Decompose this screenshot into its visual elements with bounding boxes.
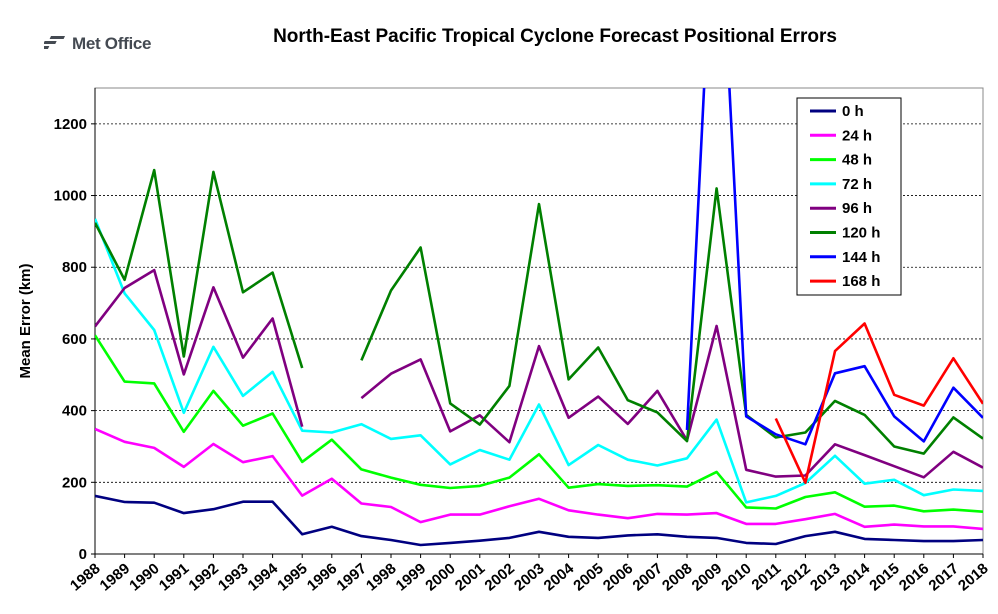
- x-tick-2016: 2016: [896, 560, 932, 594]
- x-tick-1995: 1995: [274, 560, 310, 594]
- series-line-96-h-1: [360, 324, 983, 479]
- y-tick-800: 800: [62, 259, 87, 276]
- x-tick-2000: 2000: [422, 560, 458, 594]
- x-tick-1996: 1996: [304, 560, 340, 594]
- series-line-48-h-0: [95, 334, 983, 513]
- x-tick-1992: 1992: [185, 560, 221, 594]
- legend-label-96-h: 96 h: [842, 200, 872, 217]
- series-line-0-h-0: [95, 494, 983, 547]
- x-tick-2018: 2018: [955, 560, 991, 594]
- x-tick-2008: 2008: [659, 560, 695, 594]
- series-line-168-h-0: [774, 322, 983, 485]
- x-tick-1997: 1997: [333, 560, 369, 594]
- x-tick-1998: 1998: [363, 560, 399, 594]
- y-tick-600: 600: [62, 331, 87, 348]
- x-tick-labels: 1988198919901991199219931994199519961997…: [67, 554, 992, 595]
- y-tick-1200: 1200: [54, 116, 87, 133]
- legend-box: [796, 97, 902, 296]
- x-tick-2010: 2010: [718, 560, 754, 594]
- legend-label-144-h: 144 h: [842, 249, 880, 266]
- x-tick-2003: 2003: [511, 560, 547, 594]
- x-tick-2007: 2007: [629, 560, 665, 594]
- series-line-72-h-0: [95, 218, 983, 504]
- x-tick-2015: 2015: [866, 560, 902, 594]
- legend-label-48-h: 48 h: [842, 152, 872, 169]
- x-tick-1993: 1993: [215, 560, 251, 594]
- series-line-24-h-0: [95, 427, 983, 531]
- x-tick-2017: 2017: [925, 560, 961, 594]
- x-tick-1990: 1990: [126, 560, 162, 594]
- x-tick-2009: 2009: [689, 560, 725, 594]
- x-tick-2006: 2006: [600, 560, 636, 594]
- legend-label-0-h: 0 h: [842, 103, 864, 120]
- y-tick-1000: 1000: [54, 188, 87, 205]
- chart-title: North-East Pacific Tropical Cyclone Fore…: [273, 26, 837, 47]
- series-line-144-h-0: [685, 88, 983, 446]
- x-tick-1991: 1991: [156, 560, 192, 594]
- y-tick-400: 400: [62, 403, 87, 420]
- x-tick-1994: 1994: [245, 560, 282, 595]
- met-office-logo-icon: [44, 36, 65, 49]
- y-axis-label: Mean Error (km): [17, 263, 34, 378]
- x-tick-1989: 1989: [97, 560, 133, 594]
- series-line-120-h-0: [95, 168, 304, 369]
- x-tick-2005: 2005: [570, 560, 606, 594]
- x-tick-2012: 2012: [777, 560, 813, 594]
- y-tick-200: 200: [62, 474, 87, 491]
- y-tick-labels: 0 200 400 600 800 1000 1200: [54, 116, 95, 563]
- legend-label-24-h: 24 h: [842, 127, 872, 144]
- legend-label-72-h: 72 h: [842, 176, 872, 193]
- x-tick-2011: 2011: [749, 560, 785, 594]
- logo-text: Met Office: [72, 34, 152, 53]
- legend-label-120-h: 120 h: [842, 225, 880, 242]
- series-lines: [95, 88, 983, 547]
- met-office-logo: Met Office: [44, 34, 151, 54]
- x-tick-1988: 1988: [67, 560, 103, 594]
- y-tick-0: 0: [79, 546, 87, 563]
- x-tick-1999: 1999: [393, 560, 429, 594]
- x-tick-2001: 2001: [452, 560, 488, 594]
- legend: 0 h 24 h 48 h 72 h 96 h 120 h 144 h 168 h: [796, 97, 902, 296]
- series-line-120-h-1: [360, 187, 983, 455]
- series-line-96-h-0: [95, 268, 304, 428]
- x-tick-2004: 2004: [541, 560, 578, 595]
- legend-label-168-h: 168 h: [842, 273, 880, 290]
- x-tick-2002: 2002: [481, 560, 517, 594]
- x-tick-2014: 2014: [837, 560, 874, 595]
- x-tick-2013: 2013: [807, 560, 843, 594]
